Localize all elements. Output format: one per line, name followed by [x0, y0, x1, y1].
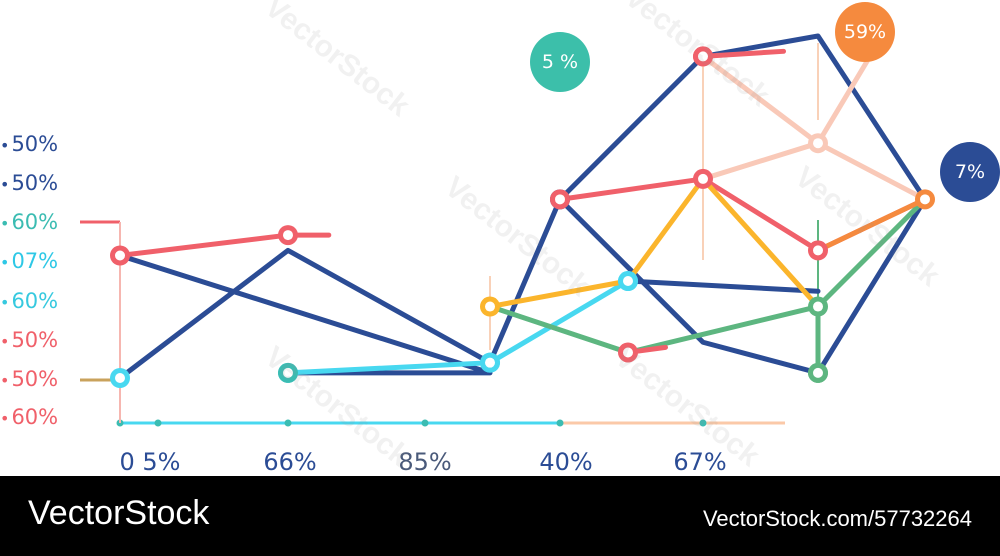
data-point-hole: [485, 301, 495, 312]
stock-id: VectorStock.com/57732264: [702, 506, 972, 531]
series-line: [487, 176, 821, 310]
y-tick-text: 07%: [11, 249, 59, 273]
legend-dot: •: [0, 214, 10, 233]
y-tick-text: 50%: [11, 328, 59, 352]
data-point-hole: [115, 373, 125, 383]
baseline-tick: [154, 419, 162, 427]
legend-dot: •: [0, 293, 10, 312]
y-tick-text: 60%: [11, 405, 59, 429]
series-line: [117, 33, 928, 381]
y-tick-label: •60%: [0, 405, 58, 431]
series-line: [117, 252, 493, 376]
data-point-hole: [485, 357, 495, 368]
value-bubble: 7%: [940, 142, 1000, 202]
data-point-hole: [555, 194, 565, 205]
series-line: [625, 278, 821, 294]
baseline-tick: [699, 419, 707, 427]
baseline-tick: [421, 419, 429, 427]
legend-dot: •: [0, 409, 10, 428]
y-tick-text: 60%: [11, 210, 59, 234]
value-bubble: 5 %: [530, 32, 590, 92]
y-tick-text: 50%: [11, 132, 59, 156]
legend-dot: •: [0, 371, 10, 390]
legend-dot: •: [0, 136, 10, 155]
y-tick-text: 60%: [11, 289, 59, 313]
value-bubble: 59%: [835, 2, 895, 62]
series-line: [700, 48, 786, 59]
baseline-tick: [556, 419, 564, 427]
y-tick-label: •60%: [0, 289, 58, 315]
y-tick-label: •50%: [0, 171, 58, 197]
data-point-hole: [813, 367, 823, 378]
data-point-hole: [813, 138, 823, 149]
baseline-tick: [284, 419, 292, 427]
data-point-hole: [698, 173, 708, 184]
series-line: [815, 196, 928, 253]
y-tick-label: •50%: [0, 367, 58, 393]
x-tick-label: 66%: [263, 448, 317, 476]
legend-dot: •: [0, 175, 10, 194]
series-line: [487, 196, 928, 355]
x-tick-label: 0 5%: [119, 448, 181, 476]
line-chart: [80, 33, 935, 427]
data-point-hole: [813, 301, 823, 312]
data-point-hole: [115, 250, 125, 261]
y-tick-label: •07%: [0, 249, 58, 275]
y-tick-label: •60%: [0, 210, 58, 236]
x-tick-label: 67%: [673, 448, 727, 476]
x-tick-label: 40%: [539, 448, 593, 476]
brand-logo: VectorStock: [28, 494, 210, 532]
data-point-hole: [698, 51, 708, 62]
data-point-hole: [813, 245, 823, 256]
data-point-hole: [920, 194, 930, 205]
y-tick-text: 50%: [11, 171, 59, 195]
legend-dot: •: [0, 332, 10, 351]
data-point-hole: [283, 230, 293, 241]
y-tick-label: •50%: [0, 132, 58, 158]
series-line: [557, 176, 928, 253]
legend-dot: •: [0, 253, 10, 272]
data-point-hole: [623, 347, 633, 358]
data-point-hole: [283, 367, 293, 378]
x-tick-label: 85%: [398, 448, 452, 476]
footer-bar: VectorStock VectorStock.com/57732264: [0, 476, 1000, 556]
y-tick-text: 50%: [11, 367, 59, 391]
y-tick-label: •50%: [0, 328, 58, 354]
data-point-hole: [623, 276, 633, 287]
